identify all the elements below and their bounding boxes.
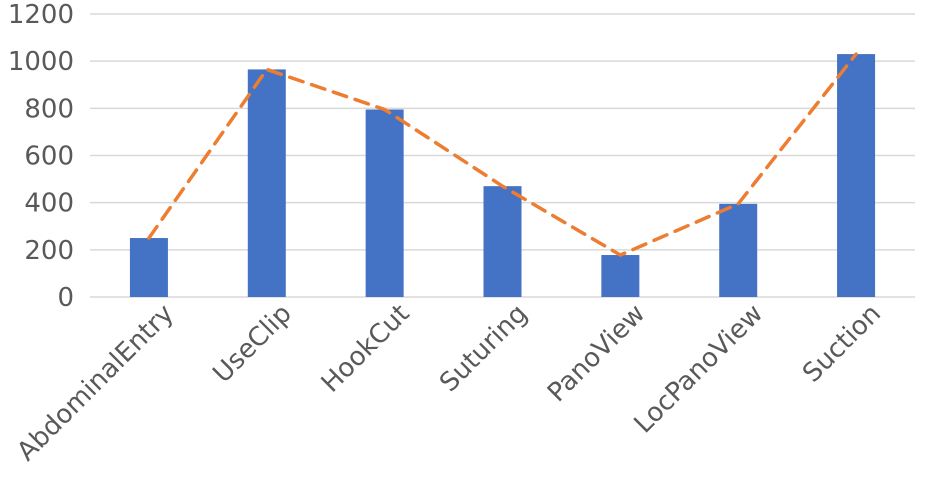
x-category-label: Suturing — [434, 299, 533, 398]
trend-line-series — [147, 52, 858, 257]
y-tick-label: 1200 — [8, 0, 74, 30]
x-axis-category-labels: AbdominalEntry UseClip HookCut Suturing Pano… — [12, 299, 887, 467]
x-category-label: PanoView — [542, 299, 651, 408]
y-tick-label: 800 — [24, 94, 74, 124]
y-axis-ticks: 0 200 400 600 800 1000 1200 — [8, 0, 74, 313]
y-tick-label: 0 — [57, 283, 74, 313]
bar — [719, 203, 758, 297]
y-tick-label: 600 — [24, 142, 74, 172]
bar — [129, 238, 168, 297]
x-category-label: AbdominalEntry — [12, 299, 180, 467]
bars — [129, 54, 876, 297]
bar — [483, 186, 522, 297]
x-category-label: Suction — [797, 299, 887, 389]
y-tick-label: 400 — [24, 189, 74, 219]
trend-line — [147, 52, 858, 257]
y-tick-label: 200 — [24, 236, 74, 266]
bar — [837, 54, 876, 297]
bar — [247, 69, 286, 297]
x-category-label: HookCut — [316, 299, 416, 399]
bar — [601, 255, 640, 297]
x-category-label: UseClip — [207, 299, 297, 389]
y-tick-label: 1000 — [8, 47, 74, 77]
bar — [365, 109, 404, 297]
